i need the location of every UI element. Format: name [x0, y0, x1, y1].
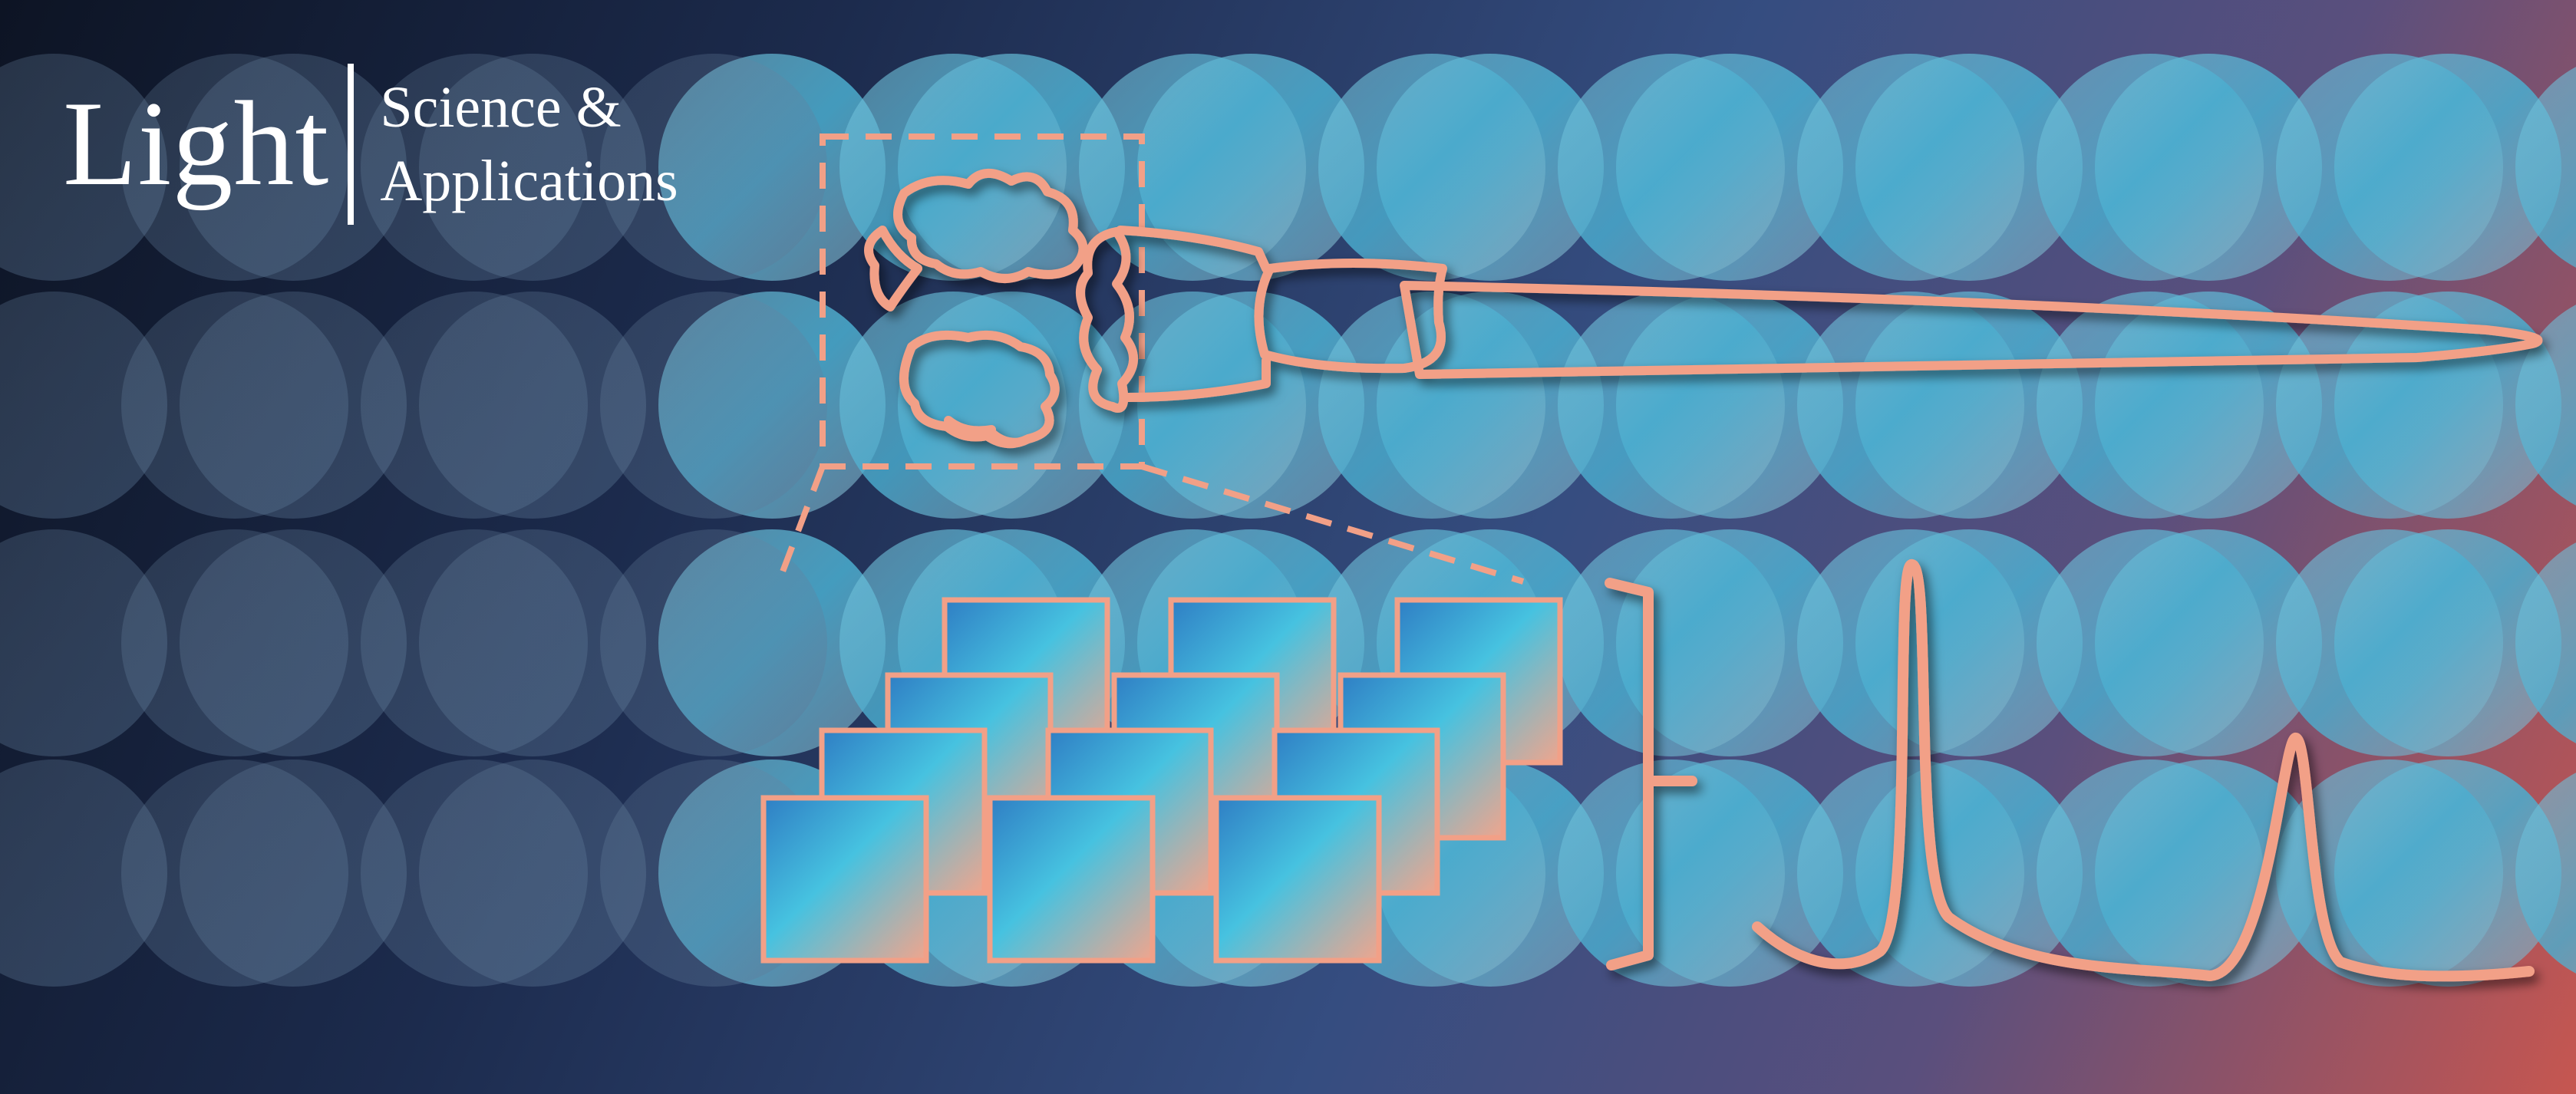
lens-tile — [1213, 795, 1382, 964]
zoom-guide-right — [1140, 463, 1525, 585]
journal-name: Light — [63, 77, 330, 211]
lens-circle — [1318, 54, 1545, 281]
lens-circle — [1797, 760, 2024, 987]
journal-subtitle-line1: Science & — [380, 75, 622, 140]
lens-circle — [1318, 292, 1545, 519]
journal-subtitle-line2: Applications — [380, 149, 678, 213]
bar-body — [1400, 281, 2543, 379]
bar-specimen-outline — [864, 168, 2543, 448]
lens-circle — [1558, 54, 1785, 281]
logo-divider — [348, 64, 355, 225]
lens-circle — [1558, 292, 1785, 519]
lens-circle — [2276, 760, 2503, 987]
zoom-guides — [780, 133, 1525, 585]
lens-circle — [121, 760, 348, 987]
lens-circle — [2037, 54, 2264, 281]
spectrum-peaks — [1605, 559, 2535, 982]
lens-circle — [839, 292, 1067, 519]
lens-circle — [600, 54, 827, 281]
lens-circle — [600, 292, 827, 519]
cluster-left-lobe — [864, 226, 922, 311]
lens-circle — [2276, 54, 2503, 281]
cluster-bottom-lobe — [899, 330, 1060, 448]
lens-circle — [2515, 67, 2576, 268]
lens-circle — [600, 529, 827, 756]
lens-circle — [0, 54, 167, 281]
journal-subtitle: Science & Applications — [380, 71, 678, 218]
lens-circle — [0, 292, 167, 519]
lens-circle — [121, 529, 348, 756]
lens-circle — [2037, 529, 2264, 756]
lens-circle — [121, 292, 348, 519]
lens-circle — [361, 54, 588, 281]
lens-circle — [2515, 542, 2576, 743]
cluster-top-lobe — [893, 168, 1088, 283]
cluster-middle — [1076, 227, 1139, 413]
lens-circle — [2037, 292, 2264, 519]
lens-circle — [2515, 773, 2576, 974]
lens-circle — [1079, 54, 1306, 281]
lens-circle — [2276, 529, 2503, 756]
lens-circle — [2037, 760, 2264, 987]
lens-circle — [1797, 292, 2024, 519]
lens-circle — [2276, 292, 2503, 519]
lens-circle — [361, 529, 588, 756]
spectrum-curve — [1752, 559, 2535, 982]
lens-circle — [2515, 305, 2576, 506]
lens-circle — [1558, 760, 1785, 987]
bar-neck-lines — [1116, 226, 1271, 402]
zoom-guide-left — [780, 465, 826, 573]
lens-circle — [0, 760, 167, 987]
lens-circle — [361, 760, 588, 987]
bar-tip-segment — [1254, 259, 1447, 374]
microlens-array-tiles — [760, 597, 1563, 964]
journal-logo: Light Science & Applications — [63, 60, 678, 229]
lens-circle — [1797, 529, 2024, 756]
bracket-right — [1605, 578, 1654, 970]
cluster-bottom-detail — [944, 416, 1025, 447]
lens-circle — [361, 292, 588, 519]
lens-tile — [987, 795, 1156, 964]
lens-circle — [121, 54, 348, 281]
zoom-region-box — [820, 133, 1145, 470]
lens-circle — [1797, 54, 2024, 281]
lens-tile — [760, 795, 929, 964]
lens-circle — [0, 529, 167, 756]
lens-circle — [1558, 529, 1785, 756]
